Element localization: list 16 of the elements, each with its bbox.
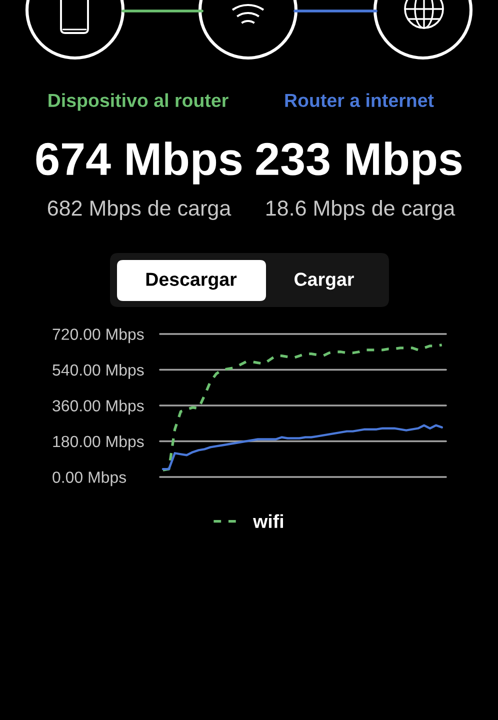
legend-label: wifi — [253, 514, 283, 528]
y-tick-label: 0.00 Mbps — [52, 471, 126, 486]
line-series — [162, 424, 443, 470]
y-tick-label: 360.00 Mbps — [52, 400, 144, 415]
text: Dispositivo al router — [48, 93, 228, 111]
text: Cargar — [294, 272, 354, 290]
line-series — [162, 344, 444, 472]
text: 18.6 Mbps de carga — [266, 200, 456, 220]
text: 233 Mbps — [256, 142, 462, 184]
y-tick-label: 720.00 Mbps — [52, 328, 144, 344]
y-tick-label: 540.00 Mbps — [52, 364, 144, 379]
text: 674 Mbps — [36, 142, 242, 184]
text: Router a internet — [285, 93, 434, 108]
text: Descargar — [146, 272, 237, 290]
y-tick-label: 180.00 Mbps — [53, 435, 144, 450]
text: 682 Mbps de carga — [48, 200, 232, 220]
